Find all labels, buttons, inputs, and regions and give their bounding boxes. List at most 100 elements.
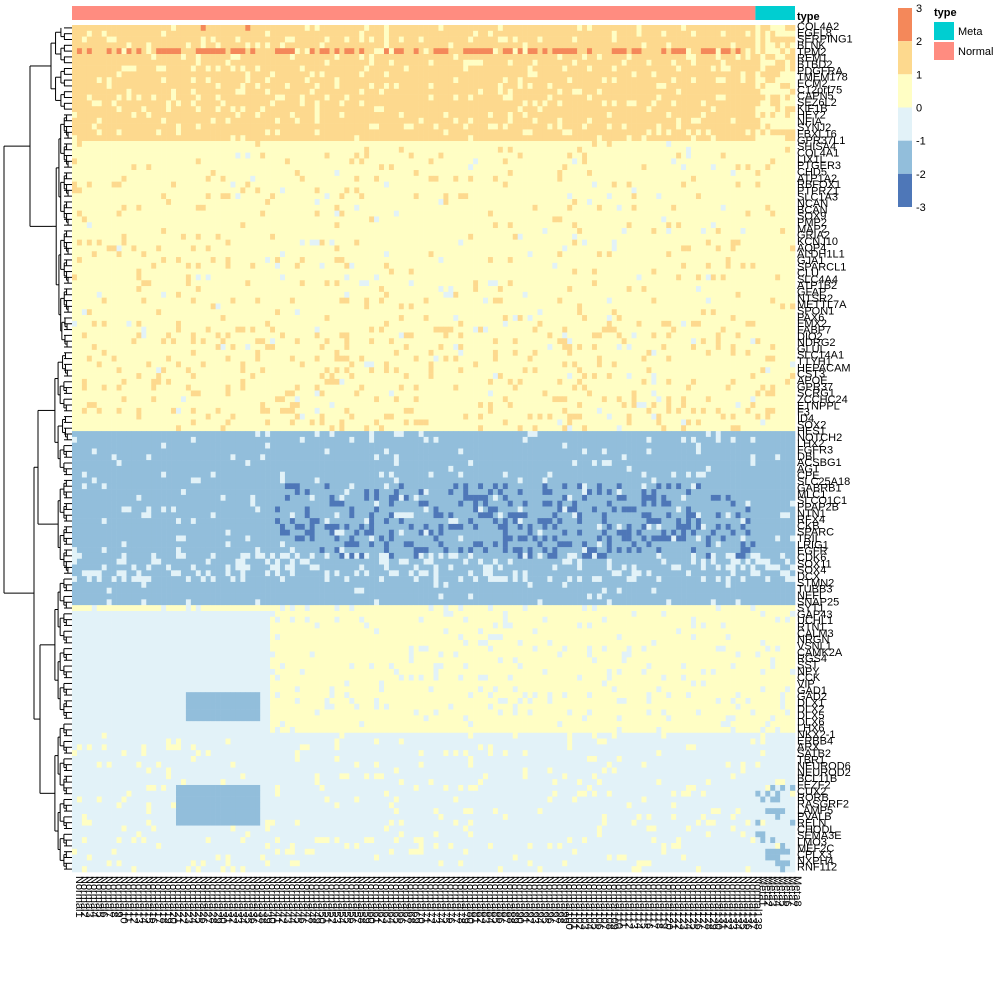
heatmap-cell bbox=[315, 124, 320, 130]
heatmap-cell bbox=[255, 54, 260, 60]
heatmap-cell bbox=[438, 48, 443, 54]
heatmap-cell bbox=[775, 77, 780, 83]
heatmap-cell bbox=[136, 135, 141, 141]
heatmap-cell bbox=[414, 66, 419, 72]
heatmap-cell bbox=[389, 71, 394, 77]
heatmap-cell bbox=[671, 89, 676, 95]
heatmap-cell bbox=[429, 106, 434, 112]
heatmap-cell bbox=[364, 60, 369, 66]
heatmap-cell bbox=[721, 31, 726, 37]
heatmap-cell bbox=[280, 112, 285, 118]
heatmap-cell bbox=[488, 153, 493, 159]
heatmap-cell bbox=[156, 141, 161, 147]
heatmap-cell bbox=[458, 54, 463, 60]
heatmap-cell bbox=[478, 42, 483, 48]
heatmap-cell bbox=[330, 31, 335, 37]
heatmap-cell bbox=[305, 48, 310, 54]
heatmap-cell bbox=[235, 89, 240, 95]
heatmap-cell bbox=[429, 124, 434, 130]
heatmap-cell bbox=[399, 158, 404, 164]
heatmap-cell bbox=[641, 95, 646, 101]
heatmap-cell bbox=[508, 124, 513, 130]
heatmap-cell bbox=[424, 95, 429, 101]
heatmap-cell bbox=[582, 77, 587, 83]
heatmap-cell bbox=[330, 37, 335, 43]
heatmap-cell bbox=[211, 77, 216, 83]
heatmap-cell bbox=[528, 170, 533, 176]
heatmap-cell bbox=[117, 153, 122, 159]
heatmap-cell bbox=[483, 106, 488, 112]
heatmap-cell bbox=[622, 118, 627, 124]
heatmap-cell bbox=[176, 141, 181, 147]
heatmap-cell bbox=[429, 112, 434, 118]
heatmap-cell bbox=[300, 112, 305, 118]
heatmap-cell bbox=[112, 205, 117, 211]
heatmap-cell bbox=[117, 129, 122, 135]
heatmap-cell bbox=[131, 37, 136, 43]
heatmap-cell bbox=[325, 60, 330, 66]
heatmap-cell bbox=[379, 54, 384, 60]
heatmap-cell bbox=[473, 170, 478, 176]
heatmap-cell bbox=[235, 153, 240, 159]
heatmap-cell bbox=[770, 118, 775, 124]
heatmap-cell bbox=[374, 124, 379, 130]
heatmap-cell bbox=[681, 141, 686, 147]
heatmap-cell bbox=[627, 193, 632, 199]
heatmap-cell bbox=[780, 164, 785, 170]
heatmap-cell bbox=[82, 187, 87, 193]
heatmap-cell bbox=[567, 153, 572, 159]
heatmap-cell bbox=[557, 124, 562, 130]
heatmap-cell bbox=[72, 77, 77, 83]
heatmap-cell bbox=[790, 112, 795, 118]
heatmap-cell bbox=[156, 95, 161, 101]
heatmap-cell bbox=[196, 77, 201, 83]
heatmap-cell bbox=[226, 153, 231, 159]
heatmap-cell bbox=[320, 42, 325, 48]
heatmap-cell bbox=[186, 95, 191, 101]
heatmap-cell bbox=[622, 71, 627, 77]
heatmap-cell bbox=[577, 153, 582, 159]
heatmap-cell bbox=[97, 71, 102, 77]
heatmap-cell bbox=[741, 25, 746, 31]
heatmap-cell bbox=[87, 112, 92, 118]
heatmap-cell bbox=[458, 100, 463, 106]
heatmap-cell bbox=[646, 100, 651, 106]
heatmap-cell bbox=[196, 170, 201, 176]
heatmap-cell bbox=[483, 124, 488, 130]
heatmap-cell bbox=[245, 164, 250, 170]
heatmap-cell bbox=[780, 100, 785, 106]
heatmap-cell bbox=[508, 54, 513, 60]
heatmap-cell bbox=[676, 89, 681, 95]
heatmap-cell bbox=[508, 106, 513, 112]
heatmap-cell bbox=[161, 205, 166, 211]
heatmap-cell bbox=[438, 83, 443, 89]
heatmap-cell bbox=[250, 153, 255, 159]
heatmap-cell bbox=[706, 193, 711, 199]
heatmap-cell bbox=[315, 37, 320, 43]
heatmap-cell bbox=[617, 106, 622, 112]
heatmap-cell bbox=[736, 158, 741, 164]
heatmap-cell bbox=[706, 129, 711, 135]
heatmap-cell bbox=[176, 176, 181, 182]
heatmap-cell bbox=[533, 25, 538, 31]
heatmap-cell bbox=[741, 135, 746, 141]
heatmap-cell bbox=[443, 31, 448, 37]
heatmap-cell bbox=[151, 182, 156, 188]
heatmap-cell bbox=[518, 37, 523, 43]
heatmap-cell bbox=[216, 158, 221, 164]
heatmap-cell bbox=[498, 77, 503, 83]
heatmap-cell bbox=[141, 118, 146, 124]
heatmap-cell bbox=[424, 187, 429, 193]
heatmap-cell bbox=[711, 60, 716, 66]
heatmap-cell bbox=[226, 141, 231, 147]
heatmap-cell bbox=[607, 124, 612, 130]
heatmap-cell bbox=[369, 89, 374, 95]
heatmap-cell bbox=[92, 135, 97, 141]
heatmap-cell bbox=[443, 187, 448, 193]
heatmap-cell bbox=[523, 106, 528, 112]
heatmap-cell bbox=[711, 89, 716, 95]
heatmap-cell bbox=[765, 31, 770, 37]
heatmap-cell bbox=[602, 141, 607, 147]
heatmap-cell bbox=[726, 31, 731, 37]
heatmap-cell bbox=[453, 129, 458, 135]
